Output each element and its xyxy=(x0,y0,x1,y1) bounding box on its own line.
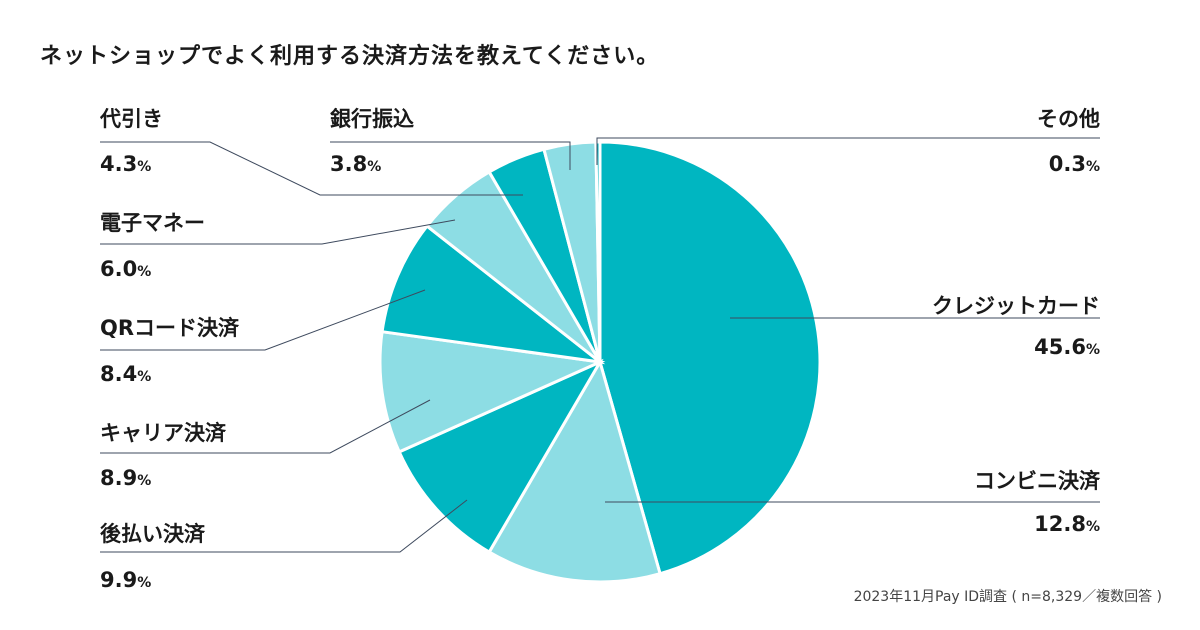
slice-value-3: 8.9 xyxy=(100,466,138,490)
leader-line-3 xyxy=(100,399,431,454)
slice-percent-8: 0.3% xyxy=(1049,152,1100,176)
slice-percent-7: 3.8% xyxy=(330,152,381,176)
pie-slice-0 xyxy=(598,140,822,576)
pie-slice-3 xyxy=(378,329,606,454)
slice-value-6: 4.3 xyxy=(100,152,138,176)
slice-percent-3: 8.9% xyxy=(100,466,151,490)
slice-value-8: 0.3 xyxy=(1048,152,1086,176)
leader-line-2 xyxy=(100,499,468,553)
percent-sign: % xyxy=(137,473,152,489)
slice-value-4: 8.4 xyxy=(100,362,138,386)
slice-label-3: キャリア決済 xyxy=(100,421,226,445)
slice-value-0: 45.6 xyxy=(1034,335,1086,359)
footnote: 2023年11月Pay ID調査 ( n=8,329／複数回答 ) xyxy=(853,589,1162,605)
slice-label-6: 代引き xyxy=(100,107,163,131)
pie-slice-8 xyxy=(594,140,602,363)
slice-label-1: コンビニ決済 xyxy=(974,469,1100,493)
leader-line-8 xyxy=(596,137,1100,165)
percent-sign: % xyxy=(137,575,152,591)
slice-value-1: 12.8 xyxy=(1034,512,1086,536)
slice-percent-6: 4.3% xyxy=(100,152,151,176)
leader-line-6 xyxy=(100,141,523,196)
slice-label-2: 後払い決済 xyxy=(100,522,205,546)
percent-sign: % xyxy=(1085,342,1100,358)
pie-slice-1 xyxy=(487,358,662,584)
slice-value-7: 3.8 xyxy=(330,152,368,176)
percent-sign: % xyxy=(1085,159,1100,175)
slice-label-5: 電子マネー xyxy=(100,211,205,235)
slice-value-2: 9.9 xyxy=(100,568,138,592)
chart-title: ネットショップでよく利用する決済方法を教えてください。 xyxy=(40,44,660,69)
slice-percent-1: 12.8% xyxy=(1034,512,1100,536)
pie-slice-4 xyxy=(380,223,606,365)
slice-percent-2: 9.9% xyxy=(100,568,151,592)
slice-label-8: その他 xyxy=(1037,107,1100,131)
slice-percent-0: 45.6% xyxy=(1034,335,1100,359)
percent-sign: % xyxy=(367,159,382,175)
percent-sign: % xyxy=(137,264,152,280)
slice-label-0: クレジットカード xyxy=(932,294,1100,318)
slice-percent-5: 6.0% xyxy=(100,257,151,281)
slice-label-7: 銀行振込 xyxy=(330,107,414,131)
percent-sign: % xyxy=(137,159,152,175)
slice-percent-4: 8.4% xyxy=(100,362,151,386)
leader-line-5 xyxy=(100,219,456,245)
leader-line-7 xyxy=(330,141,571,170)
slice-label-4: QRコード決済 xyxy=(100,316,240,340)
slice-value-5: 6.0 xyxy=(100,257,138,281)
pie-slice-2 xyxy=(397,358,604,555)
leader-line-4 xyxy=(100,289,426,351)
percent-sign: % xyxy=(1085,519,1100,535)
percent-sign: % xyxy=(137,369,152,385)
